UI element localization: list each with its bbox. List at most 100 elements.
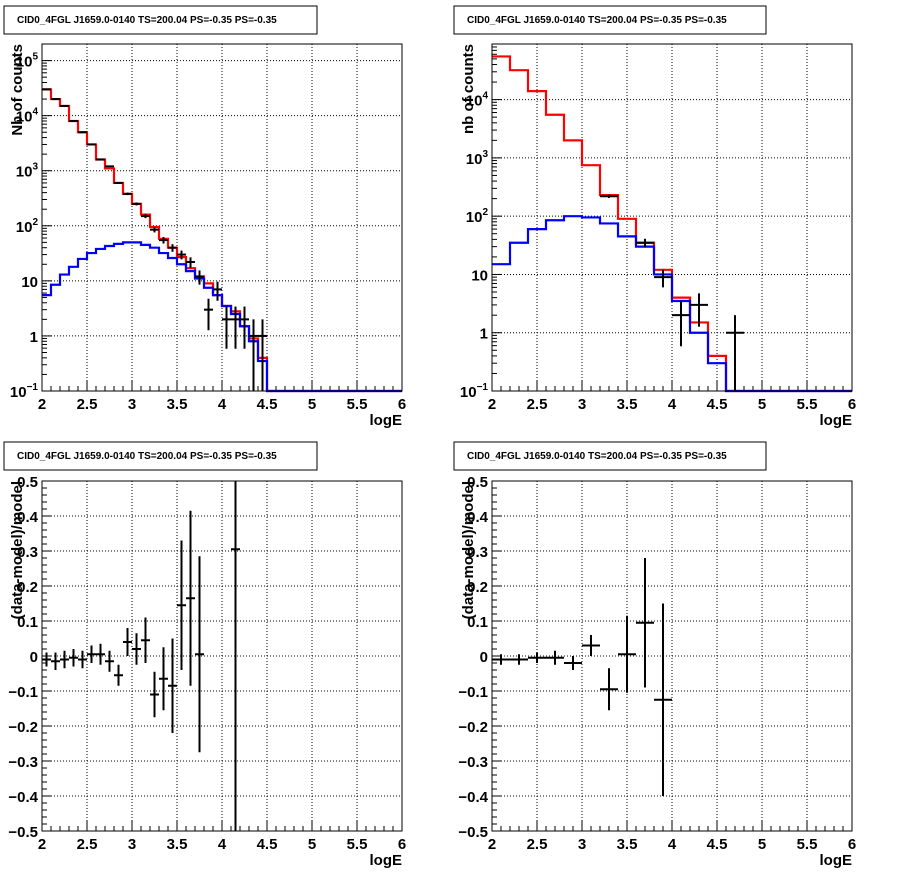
data-point: [600, 194, 618, 198]
data-point: [150, 671, 159, 718]
x-tick-label: 3: [578, 396, 586, 413]
data-point: [492, 654, 510, 665]
x-tick-label: 3: [128, 396, 136, 413]
x-tick-label: 5: [758, 396, 766, 413]
data-point: [654, 603, 672, 796]
x-tick-label: 3: [128, 836, 136, 853]
data-point: [96, 643, 105, 665]
y-tick-label: 0.5: [467, 474, 488, 491]
y-tick-label: 10: [21, 274, 38, 291]
y-tick-label: 0.5: [17, 474, 38, 491]
title-box: [453, 441, 767, 471]
plot-frame: [41, 43, 403, 392]
data-point: [105, 165, 114, 168]
y-tick-label: 1: [480, 326, 488, 343]
data-point: [87, 645, 96, 663]
data-point: [222, 306, 231, 349]
data-point: [132, 633, 141, 665]
data-point: [123, 192, 132, 196]
data-point: [231, 481, 240, 831]
x-tick-label: 5.5: [797, 836, 818, 853]
x-tick-label: 5.5: [347, 836, 368, 853]
plot-frame: [41, 480, 403, 832]
y-tick-label: 1: [30, 329, 38, 346]
data-point: [546, 650, 564, 665]
y-tick-label: 103: [16, 162, 39, 181]
y-tick-label: 10: [471, 267, 488, 284]
y-tick-exponent: 3: [32, 162, 38, 173]
y-tick-label: −0.3: [8, 754, 38, 771]
x-tick-label: 4: [218, 836, 227, 853]
y-tick-exponent: 4: [32, 107, 38, 118]
plot-frame: [491, 480, 853, 832]
title-box: [453, 5, 767, 35]
data-point: [87, 143, 96, 146]
y-tick-label: 0: [480, 649, 488, 666]
data-point: [78, 131, 87, 134]
chart-panel-2: CID0_4FGL J1659.0-0140 TS=200.04 PS=-0.3…: [453, 5, 856, 429]
data-point: [528, 652, 546, 663]
y-tick-label: −0.1: [8, 684, 38, 701]
y-tick-exponent: 4: [482, 91, 488, 102]
y-tick-label: 0: [30, 649, 38, 666]
y-tick-label: 10−1: [10, 382, 39, 401]
y-tick-label: −0.4: [8, 789, 38, 806]
title-box: [3, 441, 318, 471]
x-tick-label: 4: [218, 396, 227, 413]
x-tick-label: 5: [758, 836, 766, 853]
data-point: [672, 301, 690, 347]
data-point: [114, 181, 123, 184]
data-point: [69, 119, 78, 122]
plot-frame: [491, 43, 853, 392]
y-axis-title: nb of counts: [460, 44, 477, 134]
x-tick-label: 5: [308, 836, 316, 853]
y-tick-base: 10: [10, 384, 27, 401]
data-point: [168, 244, 177, 252]
y-tick-base: 10: [466, 151, 483, 168]
data-point: [726, 315, 744, 391]
y-tick-label: −0.1: [458, 684, 488, 701]
x-tick-label: 4.5: [257, 396, 278, 413]
x-tick-label: 3.5: [617, 396, 638, 413]
x-tick-label: 3: [578, 836, 586, 853]
data-point: [636, 238, 654, 248]
y-tick-label: 0.4: [17, 509, 39, 526]
x-tick-label: 2.5: [527, 396, 548, 413]
chart-panel-4: CID0_4FGL J1659.0-0140 TS=200.04 PS=-0.3…: [453, 441, 856, 869]
data-point: [186, 257, 195, 268]
data-point: [618, 615, 636, 693]
x-tick-label: 4.5: [257, 836, 278, 853]
data-point: [231, 306, 240, 349]
x-tick-label: 3.5: [167, 396, 188, 413]
y-tick-label: 104: [16, 107, 39, 126]
data-point: [213, 281, 222, 301]
data-point: [141, 214, 150, 219]
x-tick-label: 3.5: [617, 836, 638, 853]
x-tick-label: 4: [668, 836, 677, 853]
data-point: [114, 664, 123, 686]
data-point: [564, 656, 582, 670]
x-axis-title: logE: [370, 412, 403, 429]
x-tick-label: 6: [848, 836, 856, 853]
y-tick-label: 10−1: [460, 382, 489, 401]
y-tick-exponent: −1: [477, 382, 489, 393]
y-tick-label: −0.5: [8, 824, 38, 841]
data-point: [654, 269, 672, 288]
chart-title: CID0_4FGL J1659.0-0140 TS=200.04 PS=-0.3…: [17, 15, 277, 26]
y-tick-label: 0.3: [467, 544, 488, 561]
x-axis-title: logE: [820, 852, 853, 869]
data-point: [141, 617, 150, 663]
y-tick-label: 103: [466, 149, 489, 168]
y-tick-label: 0.3: [17, 544, 38, 561]
x-tick-label: 4: [668, 396, 677, 413]
x-tick-label: 2: [38, 836, 46, 853]
x-tick-label: 5.5: [347, 396, 368, 413]
x-tick-label: 2: [488, 396, 496, 413]
x-tick-label: 5: [308, 396, 316, 413]
data-point: [249, 319, 258, 391]
y-tick-base: 10: [16, 109, 33, 126]
data-point: [636, 558, 654, 688]
x-axis-title: logE: [820, 412, 853, 429]
y-tick-base: 10: [466, 209, 483, 226]
y-tick-exponent: 5: [32, 52, 38, 63]
